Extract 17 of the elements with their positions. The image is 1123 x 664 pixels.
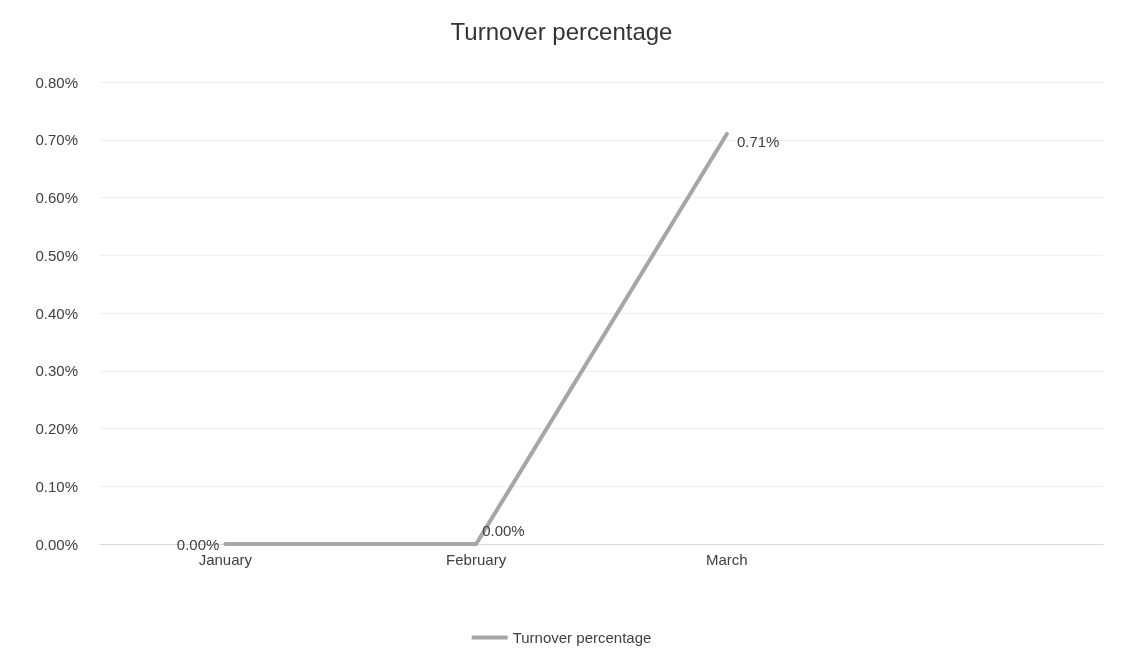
data-label: 0.00% — [176, 535, 220, 553]
y-tick-label: 0.30% — [35, 362, 78, 380]
data-label: 0.00% — [482, 521, 525, 539]
y-tick-label: 0.10% — [35, 477, 78, 495]
y-tick-label: 0.60% — [35, 189, 78, 206]
legend-label: Turnover percentage — [512, 629, 652, 646]
y-tick-label: 0.70% — [35, 131, 78, 149]
x-tick-label: March — [706, 551, 748, 568]
y-tick-label: 0.40% — [35, 304, 78, 322]
y-tick-label: 0.80% — [35, 73, 78, 91]
y-tick-label: 0.20% — [35, 420, 78, 437]
x-tick-label: January — [198, 551, 253, 568]
data-label: 0.71% — [736, 133, 780, 151]
y-tick-label: 0.00% — [35, 535, 78, 553]
x-tick-label: February — [446, 551, 507, 568]
chart-title: Turnover percentage — [450, 17, 673, 45]
y-tick-label: 0.50% — [35, 246, 78, 264]
